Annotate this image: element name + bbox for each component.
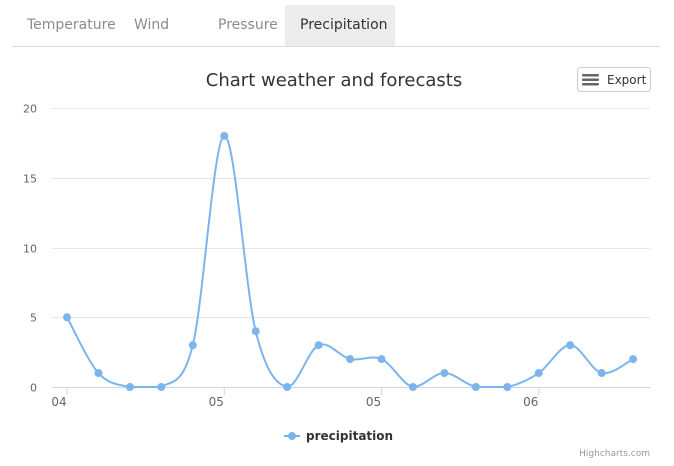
data-point[interactable]	[471, 383, 480, 391]
tab-pressure[interactable]: Pressure	[218, 17, 278, 33]
data-point[interactable]	[377, 355, 386, 364]
y-tick-label: 20	[23, 103, 37, 116]
legend-label: precipitation	[306, 429, 393, 443]
data-point[interactable]	[503, 383, 512, 391]
data-point[interactable]	[157, 383, 166, 391]
x-tick-label: 05	[209, 395, 224, 409]
data-point[interactable]	[346, 355, 355, 364]
x-axis	[52, 387, 650, 395]
y-axis-labels: 0 5 10 15 20	[23, 103, 37, 395]
x-tick-label: 06	[523, 395, 538, 409]
data-point[interactable]	[408, 383, 417, 391]
series-precipitation	[63, 131, 638, 391]
data-point[interactable]	[283, 383, 292, 391]
series-line	[66, 134, 634, 389]
data-point[interactable]	[314, 341, 323, 350]
chart-title: Chart weather and forecasts	[206, 70, 462, 91]
legend-marker	[288, 432, 296, 440]
y-tick-label: 15	[23, 173, 37, 186]
data-point[interactable]	[629, 355, 638, 364]
tab-bar: Temperature Wind Pressure Precipitation	[12, 5, 660, 47]
data-point[interactable]	[566, 341, 575, 350]
tab-precipitation[interactable]: Precipitation	[285, 5, 395, 46]
x-axis-labels: 04 05 05 06	[51, 395, 538, 409]
export-button[interactable]: Export	[577, 67, 651, 92]
tab-temperature[interactable]: Temperature	[27, 17, 116, 33]
data-point[interactable]	[597, 369, 606, 378]
y-tick-label: 10	[23, 243, 37, 256]
data-point[interactable]	[188, 341, 197, 350]
data-point[interactable]	[125, 383, 134, 391]
x-tick-label: 04	[51, 395, 66, 409]
data-point[interactable]	[251, 327, 260, 336]
x-tick-label: 05	[366, 395, 381, 409]
export-label: Export	[607, 73, 647, 87]
legend[interactable]: precipitation	[284, 429, 393, 443]
tab-wind[interactable]: Wind	[134, 17, 170, 33]
credits[interactable]: Highcharts.com	[579, 449, 650, 459]
y-tick-label: 0	[30, 382, 37, 395]
data-point[interactable]	[220, 131, 229, 140]
y-gridlines	[52, 108, 650, 318]
y-tick-label: 5	[30, 312, 37, 325]
data-point[interactable]	[63, 313, 71, 322]
data-point[interactable]	[440, 369, 449, 378]
hamburger-menu-icon	[582, 74, 599, 86]
data-point[interactable]	[94, 369, 103, 378]
data-point[interactable]	[534, 369, 543, 378]
